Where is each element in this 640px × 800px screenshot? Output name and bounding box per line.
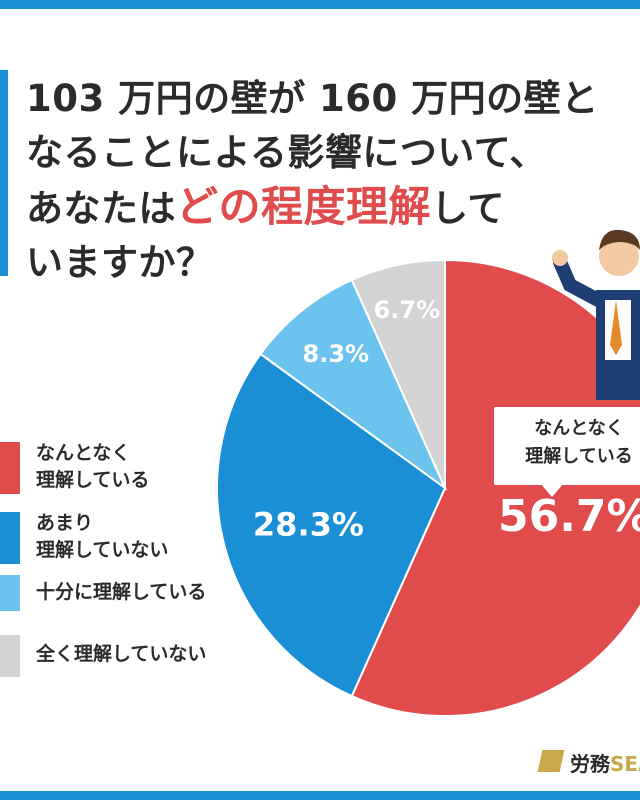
title-accent-bar	[0, 70, 8, 276]
legend-label-3: 十分に理解している	[36, 581, 207, 603]
title-line-1: 103 万円の壁が 160 万円の壁と	[26, 77, 599, 120]
callout-text: なんとなく 理解している	[525, 418, 633, 467]
book-icon	[537, 750, 565, 772]
presenter-illustration	[552, 229, 640, 400]
brand-name-accent: SEA	[610, 752, 640, 776]
title-line-3-pre: あなたは	[26, 187, 176, 230]
legend-swatch-blue	[0, 512, 20, 564]
title-highlight: どの程度理解	[176, 182, 432, 231]
callout-box: なんとなく 理解している	[492, 405, 640, 487]
legend-swatch-light-blue	[0, 575, 20, 611]
callout-tail	[540, 483, 564, 497]
slice-not-much-understand	[216, 352, 447, 698]
page-title: 103 万円の壁が 160 万円の壁と なることによる影響について、 あなたはど…	[26, 72, 626, 290]
top-border	[0, 0, 640, 9]
slice-somewhat-understand	[350, 258, 640, 717]
legend-label-4: 全く理解していない	[36, 643, 207, 665]
legend-label-2: あまり 理解していない	[36, 512, 169, 561]
legend-swatch-red	[0, 442, 20, 494]
slice-label-somewhat-understand: 56.7%	[498, 491, 640, 542]
slice-not-at-all-understand	[350, 258, 446, 489]
brand-name: 労務SEA	[570, 748, 640, 777]
slice-label-not-at-all-understand: 6.7%	[374, 296, 441, 324]
legend-label-1: なんとなく 理解している	[36, 442, 150, 491]
bottom-border	[0, 791, 640, 800]
title-line-2: なることによる影響について、	[26, 131, 547, 174]
title-line-4: いますか？	[26, 241, 214, 284]
brand-name-main: 労務	[570, 752, 610, 776]
slice-fully-understand	[259, 278, 448, 492]
brand-logo: 労務SEA	[537, 746, 640, 777]
slice-label-not-much-understand: 28.3%	[253, 506, 364, 544]
title-line-3: あなたはどの程度理解して	[26, 180, 626, 236]
slice-label-fully-understand: 8.3%	[303, 340, 370, 368]
title-line-3-post: して	[431, 187, 505, 230]
legend-swatch-gray	[0, 635, 20, 677]
